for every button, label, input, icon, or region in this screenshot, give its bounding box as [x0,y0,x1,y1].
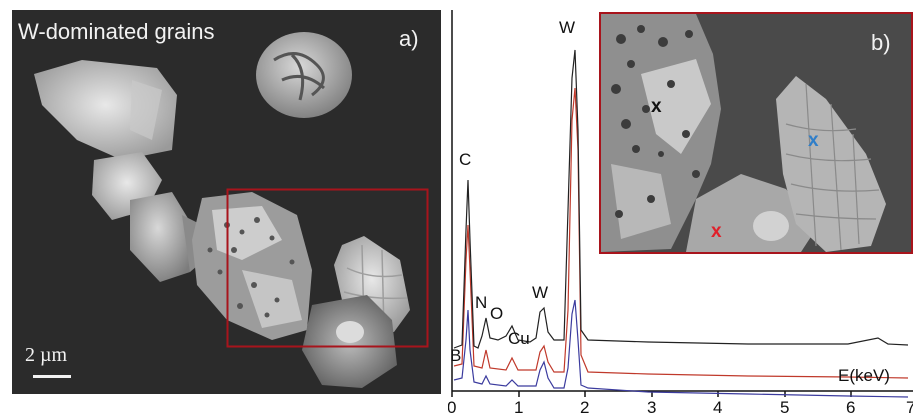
peak-label-b: B [450,346,462,365]
marker-black: x [651,96,662,117]
edx-spectrum-panel-b: W C N O W Cu B E(keV) 0 1 2 3 4 5 6 7 [448,10,913,417]
tick-label-1: 1 [514,398,524,417]
peak-label-w-small: W [532,283,549,302]
tick-label-5: 5 [780,398,790,417]
grain-porous [192,192,312,340]
scale-bar [33,375,71,378]
x-axis-label: E(keV) [838,366,890,385]
peak-label-o: O [490,304,504,323]
peak-label-cu: Cu [508,329,530,348]
edx-spectrum-plot [451,10,913,398]
grain-middle-2 [130,192,192,282]
panel-a-title: W-dominated grains [18,19,215,44]
scale-bar-label: 2 µm [25,344,68,366]
tick-label-4: 4 [713,398,723,417]
tick-label-7: 7 [906,398,913,417]
sem-image-panel-a: W-dominated grains a) 2 µm [12,10,441,394]
sem-inset-zoom: x x x b) [599,12,913,254]
tick-label-0: 0 [448,398,457,417]
peak-label-w-main: W [559,18,576,37]
grain-round-top [256,32,352,118]
peak-label-n: N [475,293,488,312]
tick-label-6: 6 [846,398,856,417]
marker-blue: x [808,130,819,151]
spectrum-black [453,49,909,349]
peak-label-c: C [459,150,472,169]
marker-red: x [711,221,722,242]
tick-label-2: 2 [580,398,590,417]
spectrum-red [453,87,909,379]
panel-b-letter: b) [871,30,891,55]
grain-bottom [302,295,397,388]
selection-box [226,188,429,348]
inset-micrograph [601,14,886,252]
panel-a-letter: a) [399,26,419,51]
sem-micrograph [34,32,429,388]
spectrum-blue [453,299,909,398]
tick-label-3: 3 [647,398,657,417]
